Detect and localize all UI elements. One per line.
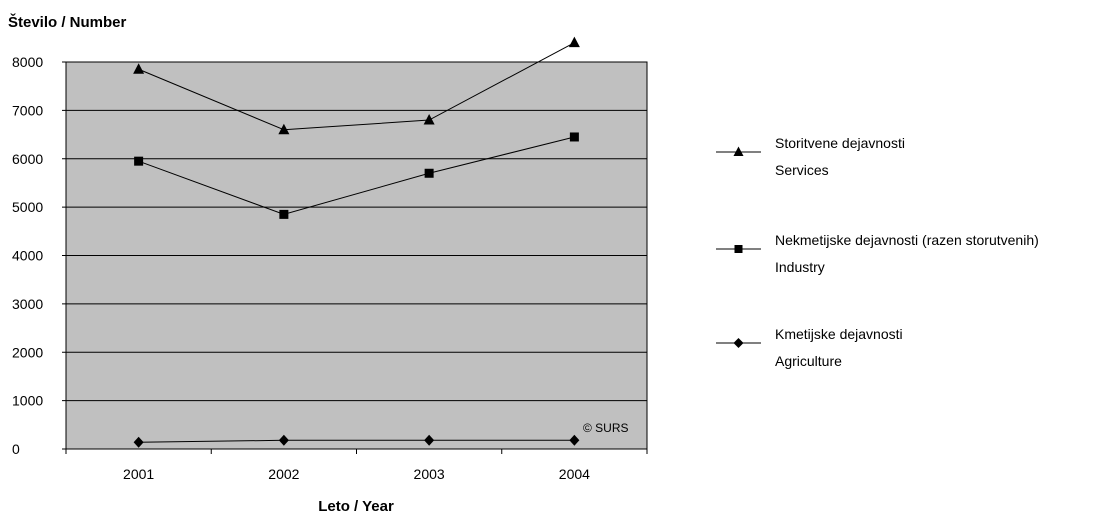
data-point-square	[134, 156, 144, 166]
data-point-diamond	[278, 434, 289, 446]
y-tick-label: 4000	[12, 248, 43, 264]
data-point-square	[569, 132, 579, 142]
series-line	[138, 42, 575, 131]
y-tick-label: 7000	[12, 102, 43, 118]
x-tick-label: 2003	[414, 466, 445, 482]
y-tick-label: 6000	[12, 151, 43, 167]
x-axis-label: Leto / Year	[318, 498, 394, 513]
y-tick-label: 1000	[12, 393, 43, 409]
copyright-annotation: © SURS	[583, 421, 629, 435]
data-point-triangle	[423, 114, 435, 125]
data-point-triangle	[568, 36, 580, 48]
data-point-diamond	[569, 434, 580, 446]
y-axis-label: Število / Number	[8, 13, 127, 31]
x-axis-ticks: 2001 2002 2003 2004	[65, 449, 648, 482]
legend-label: Storitvene dejavnosti	[775, 135, 905, 151]
legend-label-en: Agriculture	[775, 353, 842, 369]
y-tick-label: 8000	[12, 54, 43, 70]
data-point-diamond	[424, 434, 435, 446]
series-2	[133, 434, 580, 448]
x-tick-label: 2001	[123, 466, 154, 482]
legend-item-services: Storitvene dejavnosti Services	[716, 130, 1096, 186]
legend-label: Kmetijske dejavnosti	[775, 326, 903, 342]
y-tick-label: 0	[12, 441, 20, 457]
data-point-diamond	[133, 436, 144, 448]
data-point-square	[279, 209, 289, 219]
square-icon	[716, 245, 761, 253]
legend-item-agriculture: Kmetijske dejavnosti Agriculture	[716, 321, 1096, 377]
y-tick-label: 5000	[12, 199, 43, 215]
gridlines	[66, 109, 647, 402]
y-axis-ticks: 0 1000 2000 3000 4000 5000 6000 7000 8000	[12, 54, 66, 457]
y-tick-label: 2000	[12, 344, 43, 360]
series-0	[133, 36, 580, 135]
x-tick-label: 2002	[268, 466, 299, 482]
legend-label: Nekmetijske dejavnosti (razen storutveni…	[775, 232, 1039, 248]
series-line	[138, 439, 575, 443]
triangle-icon	[716, 146, 761, 156]
data-point-triangle	[133, 63, 145, 74]
diamond-icon	[716, 338, 761, 348]
x-tick-label: 2004	[559, 466, 590, 482]
data-point-square	[424, 168, 434, 178]
legend-label-en: Services	[775, 162, 829, 178]
series-line	[138, 136, 575, 215]
series-1	[134, 132, 579, 219]
data-point-triangle	[278, 123, 290, 135]
series-group	[133, 36, 580, 448]
legend-label-en: Industry	[775, 259, 825, 275]
y-tick-label: 3000	[12, 296, 43, 312]
legend-item-industry: Nekmetijske dejavnosti (razen storutveni…	[716, 227, 1096, 283]
